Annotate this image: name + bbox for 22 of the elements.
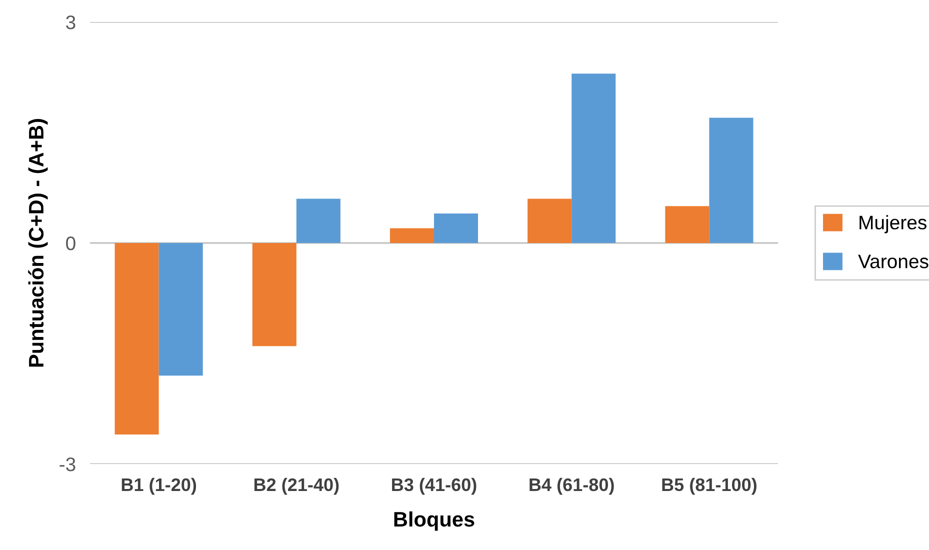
bar [572,74,616,243]
y-tick-label: 0 [66,236,76,250]
bar [434,214,478,243]
legend-label: Mujeres [860,215,926,234]
y-axis-title: Puntuación (C+D) - (A+B) [28,119,48,367]
bar [528,198,572,243]
x-axis-title: Bloques [394,511,474,531]
bar [158,243,203,376]
x-tick-label: B5 (81-100) [662,478,756,495]
bar [709,118,754,243]
x-tick-label: B2 (21-40) [254,478,339,495]
bar [114,243,159,435]
bar [665,206,710,243]
bar [390,228,434,243]
legend-label: Varones [858,254,928,268]
y-tick-label: 3 [66,15,76,30]
y-tick-label: -3 [60,457,76,472]
bar [252,243,296,346]
bar [296,198,340,243]
x-tick-label: B3 (41-60) [392,478,476,495]
x-tick-label: B1 (1-20) [122,478,196,495]
x-tick-label: B4 (61-80) [530,478,614,495]
